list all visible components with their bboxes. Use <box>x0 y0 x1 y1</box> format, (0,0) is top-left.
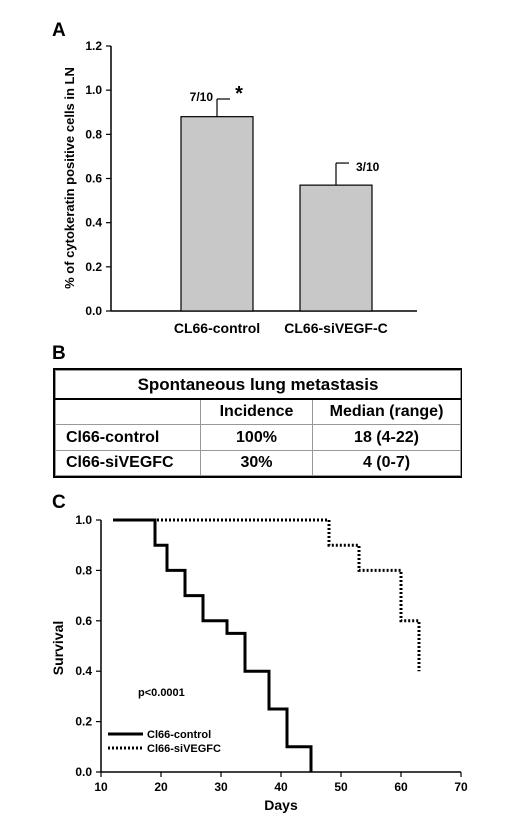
x-tick-label: 20 <box>154 780 168 794</box>
y-tick-label: 0.6 <box>85 172 102 186</box>
table-cell: 30% <box>200 449 313 477</box>
table-row: Cl66-control 100% 18 (4-22) <box>55 424 462 451</box>
table-row: Cl66-siVEGFC 30% 4 (0-7) <box>55 449 462 477</box>
survival-line-sivegfc <box>113 518 421 672</box>
table-header-row: Incidence Median (range) <box>55 398 462 426</box>
metastasis-table: Spontaneous lung metastasis Incidence Me… <box>53 368 462 478</box>
y-tick-label: 0.2 <box>85 260 102 274</box>
x-tick-label: 50 <box>334 780 348 794</box>
p-value-annotation: p<0.0001 <box>138 687 185 699</box>
y-tick-label: 0.0 <box>85 304 102 318</box>
y-tick-label: 0.6 <box>75 614 92 628</box>
row-header: Cl66-control <box>55 424 201 451</box>
data-label: 7/10 <box>190 90 214 104</box>
survival-chart: 0.0 0.2 0.4 0.6 0.8 1.0 10 20 30 40 50 60 70 Surviva… <box>50 513 468 813</box>
x-axis-label: Days <box>264 797 298 813</box>
table-cell: 18 (4-22) <box>311 424 462 451</box>
x-tick-label: 30 <box>214 780 228 794</box>
panel-label-b: B <box>52 343 66 364</box>
y-tick-label: 0.4 <box>85 216 102 230</box>
x-tick-label: 40 <box>274 780 288 794</box>
legend-label: Cl66-siVEGFC <box>147 743 221 755</box>
legend-label: Cl66-control <box>147 729 211 741</box>
bar-chart: % of cytokeratin positive cells in LN 0.… <box>62 39 417 336</box>
y-tick-label: 0.8 <box>75 563 92 577</box>
table-cell: 100% <box>200 424 313 451</box>
y-axis-label: % of cytokeratin positive cells in LN <box>62 67 77 289</box>
y-tick-label: 1.2 <box>85 39 102 53</box>
table-title-row: Spontaneous lung metastasis <box>54 370 462 401</box>
x-tick-label: 70 <box>454 780 468 794</box>
panel-label-c: C <box>52 492 66 513</box>
y-tick-label: 1.0 <box>75 513 92 527</box>
y-tick-label: 0.0 <box>75 765 92 779</box>
y-tick-label: 0.4 <box>75 664 92 678</box>
y-tick-label: 1.0 <box>85 83 102 97</box>
category-label: CL66-siVEGF-C <box>284 320 387 336</box>
legend: Cl66-control Cl66-siVEGFC <box>108 729 221 755</box>
bar <box>299 184 373 312</box>
column-header: Median (range) <box>311 398 462 426</box>
x-tick-label: 10 <box>94 780 108 794</box>
panel-label-a: A <box>52 20 66 41</box>
significance-star: * <box>235 83 243 105</box>
data-label: 3/10 <box>356 160 380 174</box>
survival-line-control <box>113 518 313 772</box>
category-label: CL66-control <box>174 320 260 336</box>
table-title: Spontaneous lung metastasis <box>54 370 462 401</box>
column-header <box>55 398 201 426</box>
y-tick-label: 0.2 <box>75 715 92 729</box>
column-header: Incidence <box>200 398 313 426</box>
y-tick-label: 0.8 <box>85 127 102 141</box>
x-tick-label: 60 <box>394 780 408 794</box>
row-header: Cl66-siVEGFC <box>55 449 201 477</box>
table-cell: 4 (0-7) <box>311 449 462 477</box>
y-axis-label: Survival <box>50 621 66 675</box>
bar <box>180 116 254 312</box>
